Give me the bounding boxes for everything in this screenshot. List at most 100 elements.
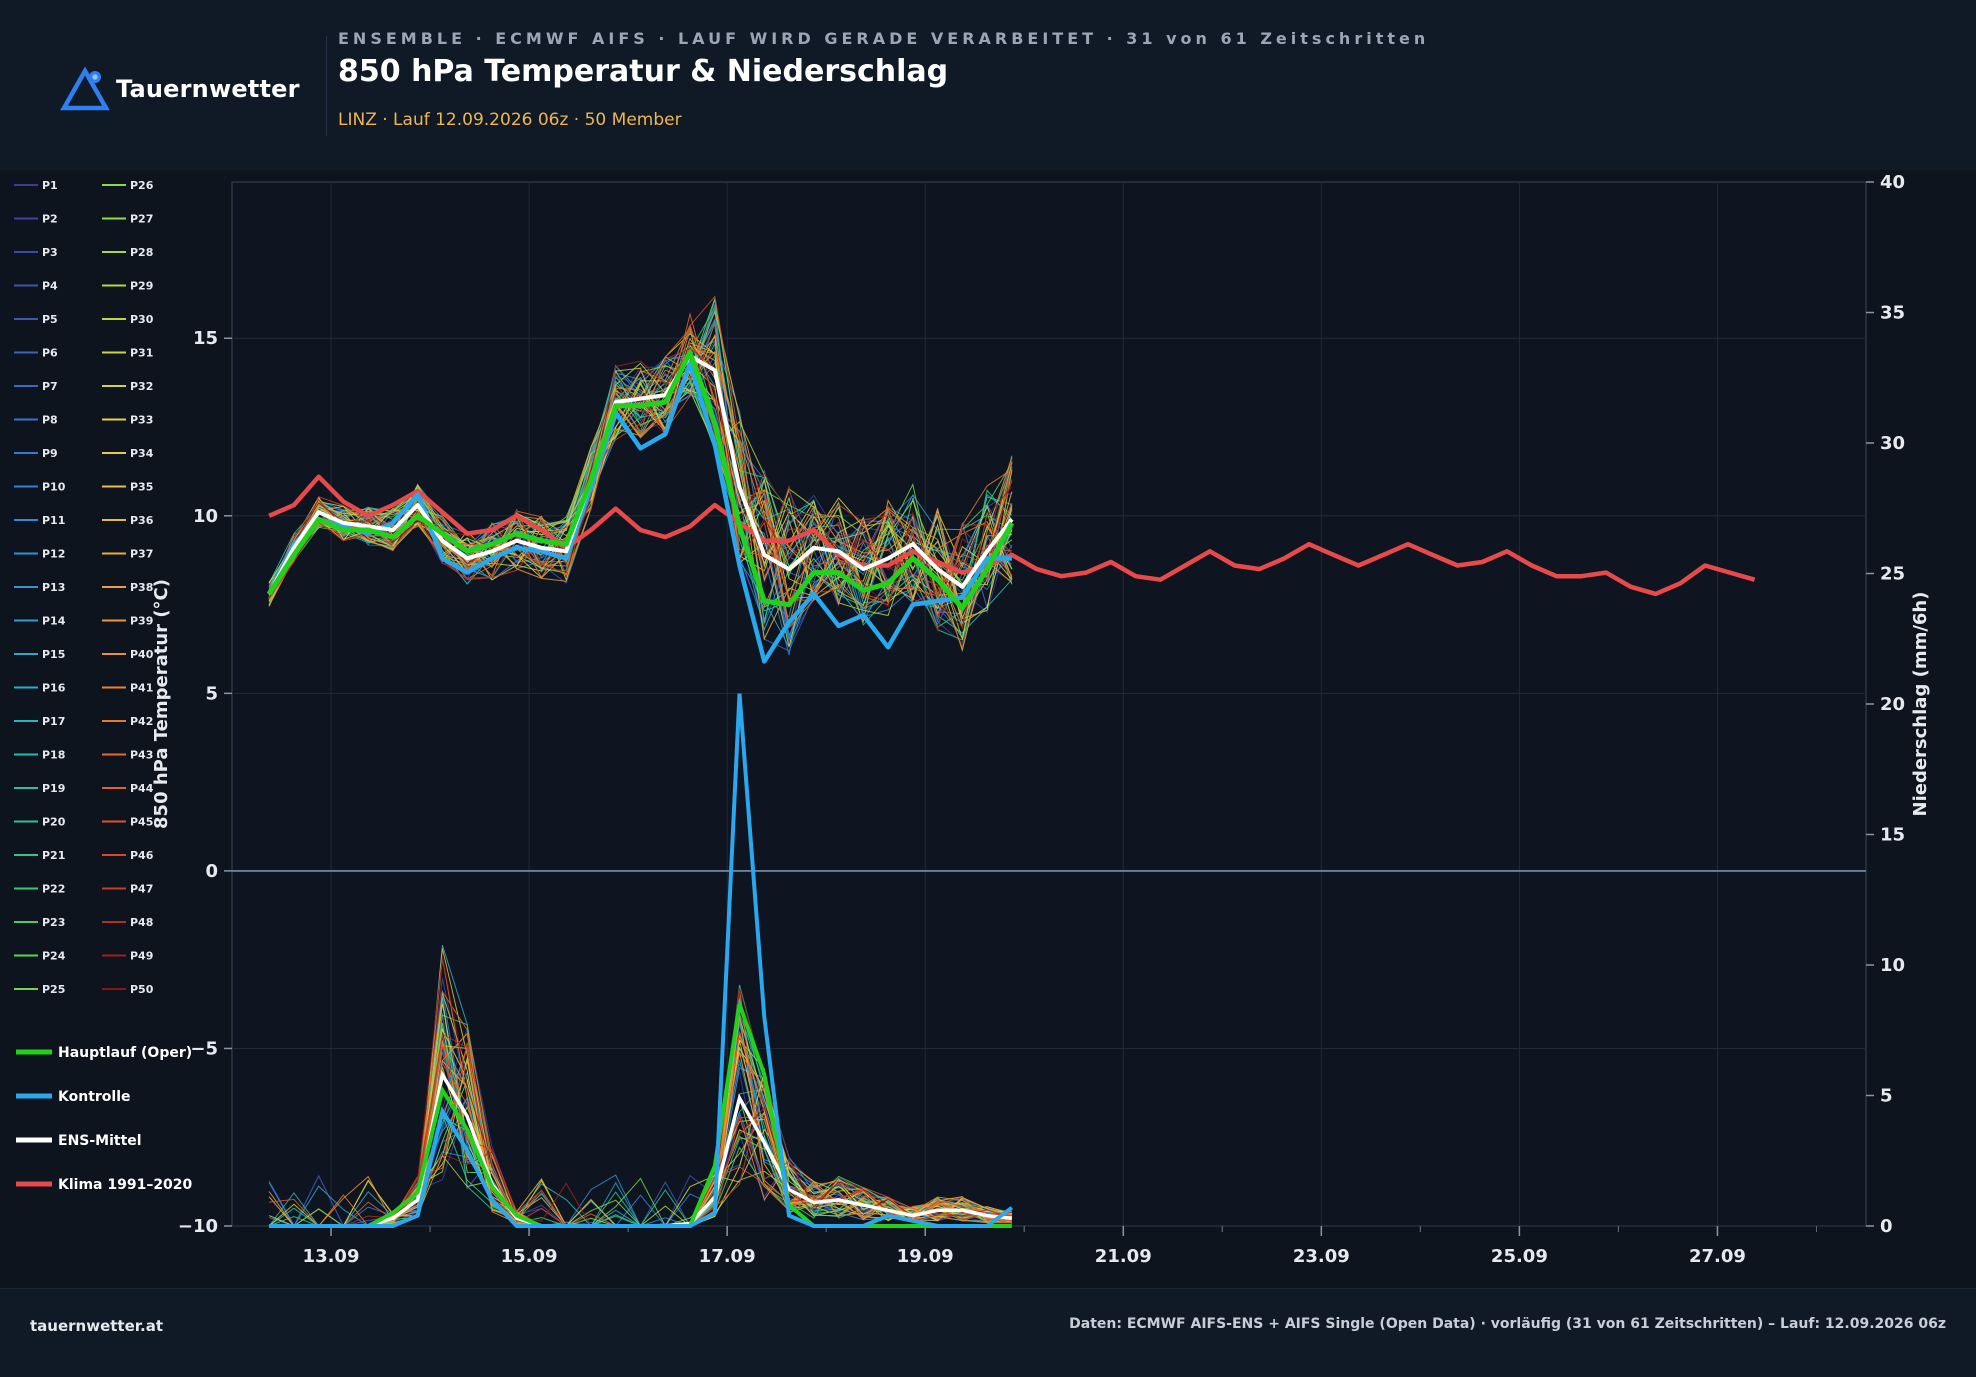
ensemble-chart: −10 −5 0 5 10 15 0 5 10 15 20 25 30 35 40 13.09 15.09 17.… xyxy=(14,172,1931,1267)
header: Tauernwetter ENSEMBLE · ECMWF AIFS · LAU… xyxy=(0,0,1976,170)
legend-label-P48: P48 xyxy=(130,916,153,929)
y2-axis-title: Niederschlag (mm/6h) xyxy=(1910,592,1931,817)
member-temp-line-P42 xyxy=(268,324,1013,629)
x-tick-label: 25.09 xyxy=(1491,1246,1548,1267)
legend-label-P47: P47 xyxy=(130,883,153,896)
y2-tick-label: 25 xyxy=(1880,564,1905,585)
legend-label-P26: P26 xyxy=(130,179,154,192)
logo-text: Tauernwetter xyxy=(116,75,300,103)
legend-label-P17: P17 xyxy=(42,715,65,728)
legend-label-P25: P25 xyxy=(42,983,65,996)
run-status-kicker: ENSEMBLE · ECMWF AIFS · LAUF WIRD GERADE… xyxy=(338,29,1430,48)
main-legend-label: Hauptlauf (Oper) xyxy=(58,1045,192,1061)
legend-label-P20: P20 xyxy=(42,816,66,829)
logo[interactable]: Tauernwetter xyxy=(60,66,300,112)
legend-label-P9: P9 xyxy=(42,447,58,460)
y2-tick-label: 5 xyxy=(1880,1086,1893,1107)
legend-label-P10: P10 xyxy=(42,481,66,494)
y-tick-label: 15 xyxy=(193,328,218,349)
legend-label-P11: P11 xyxy=(42,514,65,527)
legend-label-P44: P44 xyxy=(130,782,154,795)
oper-temp-line xyxy=(266,349,1015,611)
legend-label-P28: P28 xyxy=(130,246,153,259)
x-tick-label: 13.09 xyxy=(303,1246,360,1267)
legend-label-P30: P30 xyxy=(130,313,154,326)
legend-label-P32: P32 xyxy=(130,380,153,393)
y2-tick-label: 35 xyxy=(1880,303,1905,324)
y-tick-label: 0 xyxy=(205,861,218,882)
x-tick-label: 19.09 xyxy=(897,1246,954,1267)
y-tick-label: 10 xyxy=(193,506,218,527)
legend-label-P33: P33 xyxy=(130,414,153,427)
footer-data-source: Daten: ECMWF AIFS-ENS + AIFS Single (Ope… xyxy=(1069,1316,1946,1332)
legend-label-P12: P12 xyxy=(42,548,65,561)
y2-tick-label: 15 xyxy=(1880,825,1905,846)
legend-label-P8: P8 xyxy=(42,414,58,427)
x-tick-label: 27.09 xyxy=(1689,1246,1746,1267)
legend-label-P16: P16 xyxy=(42,682,66,695)
legend-label-P14: P14 xyxy=(42,615,66,628)
legend-label-P39: P39 xyxy=(130,615,153,628)
control-precip-line xyxy=(269,693,1014,1228)
x-tick-label: 17.09 xyxy=(699,1246,756,1267)
y-tick-label: −10 xyxy=(178,1216,218,1237)
y2-tick-label: 40 xyxy=(1880,172,1905,193)
footer-site-link[interactable]: tauernwetter.at xyxy=(30,1317,164,1335)
member-temp-line-P23 xyxy=(268,364,1013,599)
legend-label-P19: P19 xyxy=(42,782,65,795)
legend-label-P38: P38 xyxy=(130,581,153,594)
main-legend-label: Klima 1991–2020 xyxy=(58,1177,193,1193)
legend-label-P2: P2 xyxy=(42,213,58,226)
member-temp-line-P48 xyxy=(268,347,1013,599)
plot-area xyxy=(231,181,1867,1227)
legend-label-P37: P37 xyxy=(130,548,153,561)
clima-temp-line xyxy=(268,474,1756,597)
legend-label-P34: P34 xyxy=(130,447,154,460)
legend-label-P21: P21 xyxy=(42,849,65,862)
x-tick-label: 21.09 xyxy=(1095,1246,1152,1267)
legend-label-P24: P24 xyxy=(42,950,66,963)
header-divider xyxy=(326,36,327,136)
member-temp-line-P44 xyxy=(268,328,1013,608)
legend-label-P18: P18 xyxy=(42,749,65,762)
y-axis-title: 850 hPa Temperatur (°C) xyxy=(151,579,172,829)
legend-label-P5: P5 xyxy=(42,313,58,326)
x-tick-label: 15.09 xyxy=(501,1246,558,1267)
x-tick-label: 23.09 xyxy=(1293,1246,1350,1267)
mountain-logo-icon xyxy=(60,66,110,111)
footer: tauernwetter.at Daten: ECMWF AIFS-ENS + … xyxy=(0,1288,1976,1377)
legend-label-P35: P35 xyxy=(130,481,153,494)
legend-label-P7: P7 xyxy=(42,380,58,393)
legend-label-P50: P50 xyxy=(130,983,154,996)
legend-label-P4: P4 xyxy=(42,280,58,293)
legend-label-P29: P29 xyxy=(130,280,153,293)
legend-label-P36: P36 xyxy=(130,514,154,527)
legend-label-P23: P23 xyxy=(42,916,65,929)
legend-label-P13: P13 xyxy=(42,581,65,594)
legend-label-P43: P43 xyxy=(130,749,153,762)
legend-label-P27: P27 xyxy=(130,213,153,226)
legend-label-P41: P41 xyxy=(130,682,153,695)
y2-tick-label: 0 xyxy=(1880,1216,1893,1237)
main-legend-label: ENS-Mittel xyxy=(58,1133,142,1149)
legend-label-P46: P46 xyxy=(130,849,154,862)
legend-label-P49: P49 xyxy=(130,950,153,963)
main-legend-label: Kontrolle xyxy=(58,1089,131,1105)
location-run-subtitle: LINZ · Lauf 12.09.2026 06z · 50 Member xyxy=(338,110,682,130)
legend-label-P40: P40 xyxy=(130,648,154,661)
y-tick-label: 5 xyxy=(205,683,218,704)
legend-label-P15: P15 xyxy=(42,648,65,661)
member-temp-line-P33 xyxy=(268,380,1013,625)
y2-tick-label: 20 xyxy=(1880,694,1905,715)
legend-label-P45: P45 xyxy=(130,816,153,829)
member-temp-line-P41 xyxy=(268,350,1013,606)
legend-label-P42: P42 xyxy=(130,715,153,728)
legend-label-P1: P1 xyxy=(42,179,58,192)
legend-label-P31: P31 xyxy=(130,347,153,360)
legend-label-P3: P3 xyxy=(42,246,58,259)
y2-tick-label: 30 xyxy=(1880,433,1905,454)
mean-temp-line xyxy=(267,354,1014,595)
control-temp-line xyxy=(267,360,1012,664)
member-temp-line-P36 xyxy=(268,333,1013,641)
legend-label-P22: P22 xyxy=(42,883,65,896)
